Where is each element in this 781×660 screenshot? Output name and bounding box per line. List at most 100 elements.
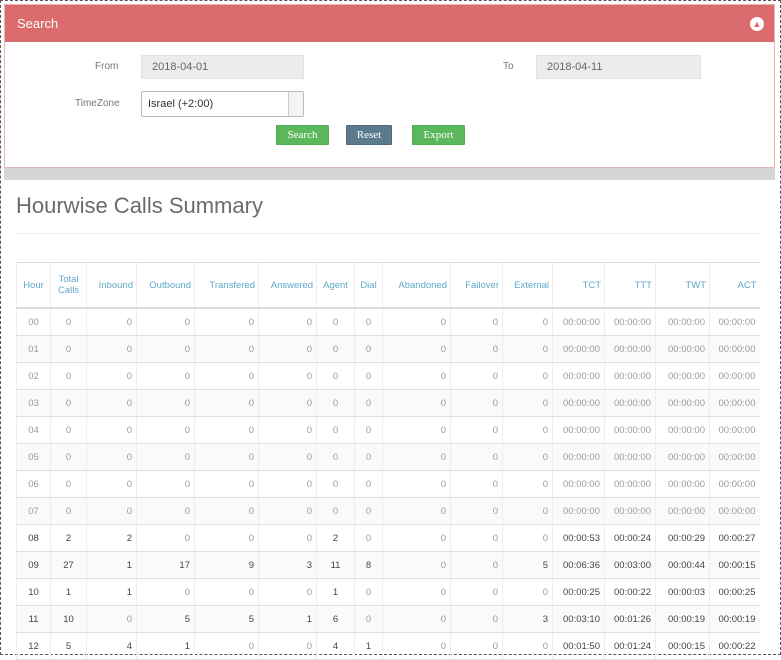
column-header[interactable]: Dial [354, 262, 383, 309]
column-header[interactable]: Answered [258, 262, 317, 309]
table-cell: 0 [258, 632, 317, 660]
table-cell: 00:00:44 [655, 551, 710, 579]
table-row: 05 0 0 0 0 0 0 0 0 0 0 00:00:00 00:00:00 00:00:00 00:0… [16, 443, 760, 471]
column-header[interactable]: TCT [552, 262, 605, 309]
reset-button[interactable]: Reset [346, 125, 392, 145]
table-cell: 00:06:36 [552, 551, 605, 579]
table-cell: 00:00:00 [655, 362, 710, 390]
table-body: 00 0 0 0 0 0 0 0 0 0 0 00:00:00 00:00:00 00:00:00 00:0… [16, 308, 760, 660]
section-divider [4, 168, 775, 180]
table-cell: 0 [194, 443, 259, 471]
table-cell: 0 [86, 470, 137, 498]
table-cell: 1 [86, 551, 137, 579]
column-header[interactable]: Failover [450, 262, 503, 309]
table-cell: 5 [136, 605, 195, 633]
column-header[interactable]: Total Calls [50, 262, 87, 309]
table-cell: 0 [354, 416, 383, 444]
table-cell: 00:00:53 [552, 524, 605, 552]
table-cell: 0 [86, 605, 137, 633]
table-cell: 0 [502, 308, 553, 336]
table-row: 01 0 0 0 0 0 0 0 0 0 0 00:00:00 00:00:00 00:00:00 00:0… [16, 335, 760, 363]
column-header[interactable]: Abandoned [382, 262, 451, 309]
column-header[interactable]: Transfered [194, 262, 259, 309]
table-cell: 0 [450, 416, 503, 444]
from-date-input[interactable] [141, 55, 304, 79]
table-cell: 0 [354, 605, 383, 633]
table-cell: 00:00:00 [709, 335, 760, 363]
table-cell: 0 [450, 605, 503, 633]
select-caret-icon [288, 92, 303, 116]
table-cell: 06 [16, 470, 51, 498]
column-header[interactable]: ACT [709, 262, 760, 309]
table-cell: 5 [502, 551, 553, 579]
table-cell: 00:01:26 [604, 605, 656, 633]
search-panel-header[interactable]: Search ▲ [5, 5, 774, 42]
table-cell: 0 [316, 335, 355, 363]
export-button[interactable]: Export [412, 125, 465, 145]
table-cell: 0 [258, 335, 317, 363]
table-cell: 00:00:27 [709, 524, 760, 552]
table-cell: 0 [316, 389, 355, 417]
table-cell: 1 [316, 578, 355, 606]
table-cell: 0 [502, 443, 553, 471]
table-cell: 0 [194, 308, 259, 336]
table-cell: 00:00:00 [655, 470, 710, 498]
table-cell: 0 [136, 335, 195, 363]
search-panel-title: Search [17, 16, 59, 31]
table-cell: 0 [136, 578, 195, 606]
table-cell: 0 [354, 578, 383, 606]
table-cell: 00:00:00 [709, 308, 760, 336]
table-cell: 4 [316, 632, 355, 660]
table-cell: 0 [450, 443, 503, 471]
column-header[interactable]: Hour [16, 262, 51, 309]
column-header[interactable]: TTT [604, 262, 656, 309]
search-button[interactable]: Search [276, 125, 329, 145]
table-cell: 00:00:00 [552, 335, 605, 363]
table-cell: 0 [194, 578, 259, 606]
table-cell: 11 [316, 551, 355, 579]
search-panel: Search ▲ From To TimeZone Israel (+2:00)… [4, 4, 775, 168]
table-cell: 00:03:00 [604, 551, 656, 579]
table-cell: 02 [16, 362, 51, 390]
title-divider [16, 233, 761, 234]
table-cell: 2 [86, 524, 137, 552]
column-header[interactable]: TWT [655, 262, 710, 309]
table-cell: 0 [258, 416, 317, 444]
table-row: 08 2 2 0 0 0 2 0 0 0 0 00:00:53 00:00:24 00:00:29 00:0… [16, 524, 760, 552]
table-cell: 0 [354, 362, 383, 390]
table-cell: 08 [16, 524, 51, 552]
timezone-select[interactable]: Israel (+2:00) [141, 91, 304, 117]
table-cell: 0 [502, 362, 553, 390]
collapse-chevron-up-icon[interactable]: ▲ [750, 16, 764, 31]
table-cell: 0 [194, 362, 259, 390]
table-cell: 0 [86, 362, 137, 390]
table-cell: 0 [450, 362, 503, 390]
table-cell: 00:00:00 [655, 497, 710, 525]
table-cell: 0 [502, 416, 553, 444]
table-cell: 0 [502, 389, 553, 417]
table-cell: 0 [50, 443, 87, 471]
table-cell: 0 [50, 470, 87, 498]
table-cell: 00:00:00 [709, 470, 760, 498]
timezone-selected-value: Israel (+2:00) [148, 98, 214, 110]
table-cell: 0 [194, 524, 259, 552]
table-cell: 00:00:00 [604, 443, 656, 471]
column-header[interactable]: Inbound [86, 262, 137, 309]
table-cell: 0 [382, 308, 451, 336]
column-header[interactable]: External [502, 262, 553, 309]
column-header[interactable]: Agent [316, 262, 355, 309]
table-cell: 0 [382, 524, 451, 552]
table-cell: 00:00:00 [709, 497, 760, 525]
to-date-input[interactable] [536, 55, 701, 79]
table-cell: 0 [450, 524, 503, 552]
table-cell: 17 [136, 551, 195, 579]
column-header[interactable]: Outbound [136, 262, 195, 309]
table-cell: 00:01:50 [552, 632, 605, 660]
table-cell: 0 [194, 470, 259, 498]
table-cell: 00:00:00 [709, 389, 760, 417]
table-cell: 00:00:00 [604, 335, 656, 363]
table-cell: 00:00:00 [552, 362, 605, 390]
table-cell: 10 [50, 605, 87, 633]
table-cell: 0 [86, 335, 137, 363]
table-cell: 0 [258, 389, 317, 417]
